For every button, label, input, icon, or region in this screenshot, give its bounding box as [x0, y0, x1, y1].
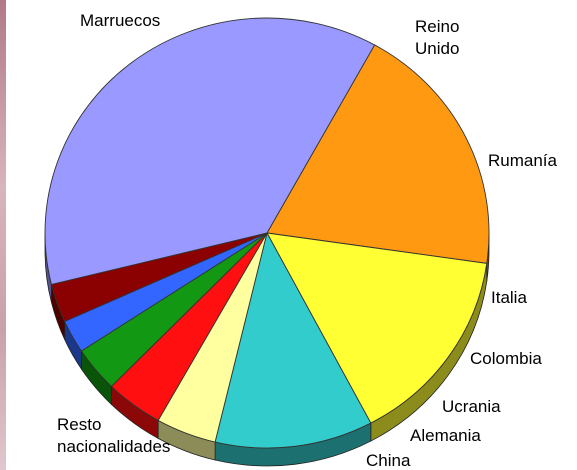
left-edge-strip — [0, 0, 6, 470]
pie-label-1: Reino Unido — [415, 17, 459, 58]
pie-label-line: Italia — [491, 288, 527, 307]
pie-slice-1 — [266, 232, 488, 424]
pie-label-line: nacionalidades — [57, 437, 170, 456]
pie-label-line: Ucrania — [442, 397, 501, 416]
pie-label-line: China — [366, 451, 411, 470]
pie-label-line: Unido — [415, 39, 459, 58]
pie-label-line: Rumanía — [488, 151, 558, 170]
pie-label-line: Alemania — [410, 426, 481, 445]
pie-slices — [44, 17, 490, 449]
pie-slice-0 — [266, 44, 490, 264]
pie-label-7: China — [366, 451, 411, 470]
pie-label-3: Italia — [491, 288, 527, 307]
pie-label-6: Alemania — [410, 426, 481, 445]
pie-label-line: Reino — [415, 17, 459, 36]
pie-slice-8 — [44, 17, 376, 285]
pie-label-2: Rumanía — [488, 151, 558, 170]
pie-side-walls — [44, 232, 490, 467]
pie-label-line: Colombia — [470, 349, 542, 368]
pie-label-4: Colombia — [470, 349, 542, 368]
pie-label-line: Resto — [57, 415, 101, 434]
pie-label-line: Marruecos — [80, 11, 160, 30]
pie-label-8: Resto nacionalidades — [57, 415, 170, 456]
pie-label-0: Marruecos — [80, 11, 160, 30]
pie-label-5: Ucrania — [442, 397, 501, 416]
pie-labels: Marruecos Reino Unido Rumanía Italia Colombia… — [57, 11, 558, 470]
